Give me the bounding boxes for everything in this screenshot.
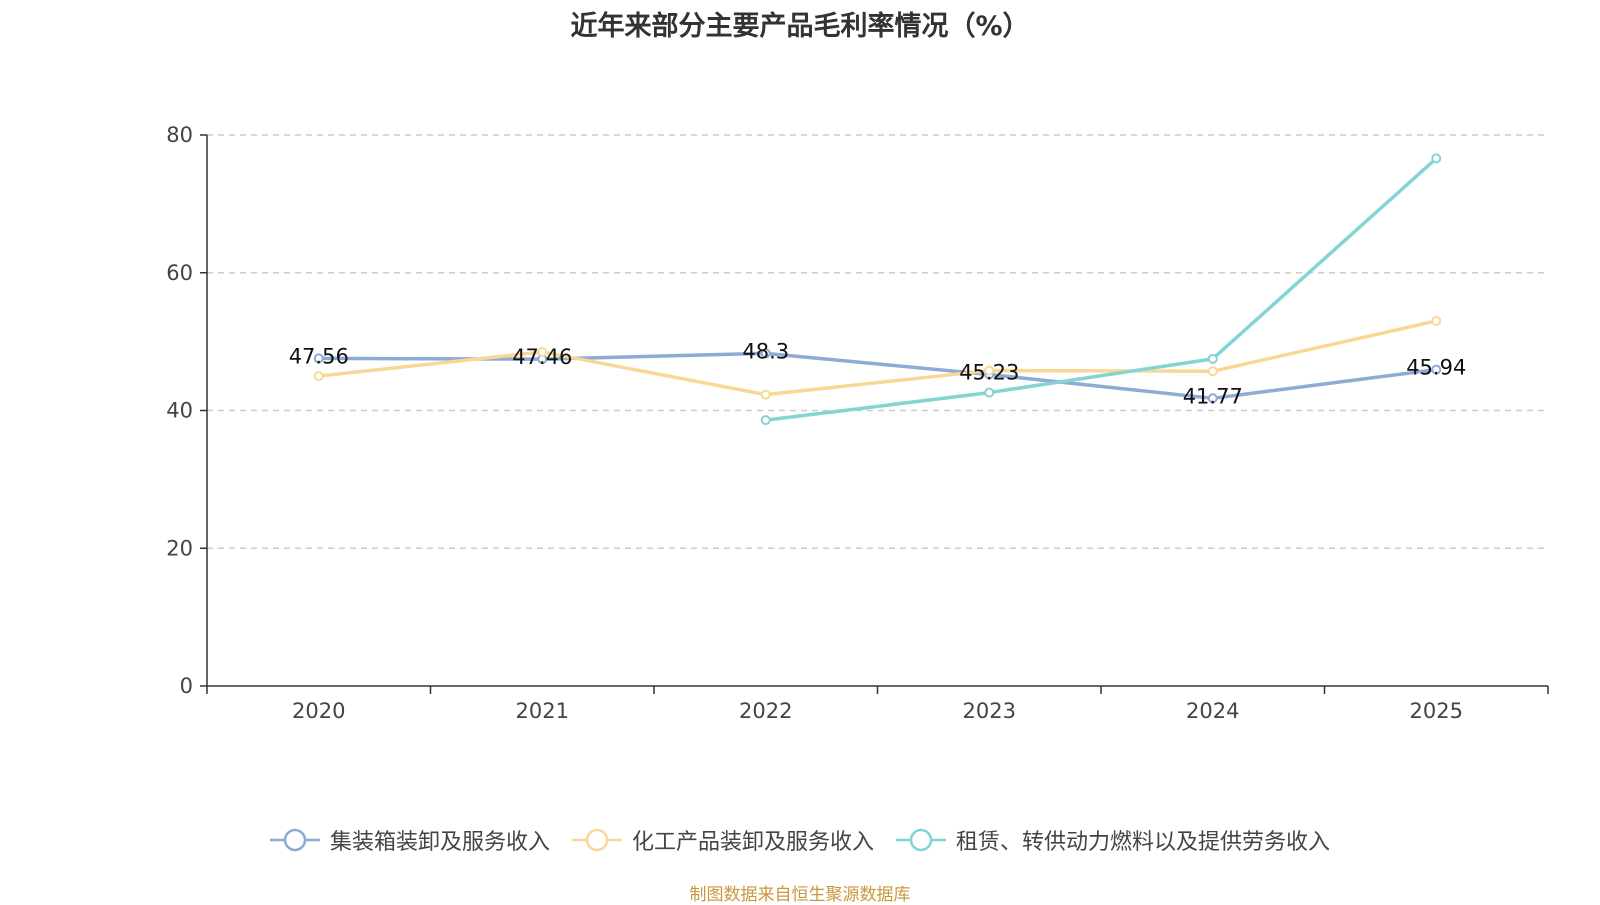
data-point <box>313 371 324 382</box>
chart-title: 近年来部分主要产品毛利率情况（%） <box>570 11 1030 42</box>
data-point <box>760 415 771 426</box>
x-tick-label: 2024 <box>1186 699 1239 723</box>
legend-item[interactable]: 租赁、转供动力燃料以及提供劳务收入 <box>896 824 1330 856</box>
data-point <box>1431 153 1442 164</box>
legend: 集装箱装卸及服务收入 化工产品装卸及服务收入 租赁、转供动力燃料以及提供劳务收入 <box>0 824 1600 856</box>
data-point <box>760 348 771 359</box>
data-label: 45.23 <box>959 360 1019 384</box>
series-line-2 <box>318 319 1437 397</box>
y-tick-label: 20 <box>166 536 193 560</box>
series-line-1 <box>318 351 1437 401</box>
legend-marker-icon <box>269 828 320 852</box>
legend-circle <box>585 828 609 852</box>
data-label: 45.94 <box>1406 356 1466 380</box>
data-label: 41.77 <box>1183 384 1243 408</box>
data-point <box>313 353 324 364</box>
data-label: 48.3 <box>742 339 789 363</box>
x-tick-label: 2023 <box>963 699 1016 723</box>
data-point <box>984 387 995 398</box>
x-tick-label: 2021 <box>516 699 569 723</box>
x-tick-label: 2020 <box>292 699 345 723</box>
legend-item[interactable]: 化工产品装卸及服务收入 <box>571 824 874 856</box>
x-tick-label: 2025 <box>1410 699 1463 723</box>
legend-circle <box>283 828 307 852</box>
y-tick-label: 0 <box>180 674 193 698</box>
data-point <box>1207 393 1218 404</box>
data-point <box>1431 315 1442 326</box>
data-label: 47.56 <box>289 344 349 368</box>
data-point <box>537 346 548 357</box>
legend-item[interactable]: 集装箱装卸及服务收入 <box>269 824 550 856</box>
data-point <box>1207 353 1218 364</box>
data-point <box>984 365 995 376</box>
y-tick-label: 60 <box>166 261 193 285</box>
data-point <box>1431 364 1442 375</box>
y-tick-label: 40 <box>166 399 193 423</box>
legend-circle <box>909 828 933 852</box>
legend-marker-icon <box>571 828 622 852</box>
legend-label: 集装箱装卸及服务收入 <box>329 830 550 855</box>
x-tick-label: 2022 <box>739 699 792 723</box>
source-note: 制图数据来自恒生聚源数据库 <box>689 885 911 905</box>
legend-label: 租赁、转供动力燃料以及提供劳务收入 <box>956 830 1331 855</box>
y-tick-label: 80 <box>166 123 193 147</box>
data-point <box>1207 366 1218 377</box>
legend-label: 化工产品装卸及服务收入 <box>631 830 874 855</box>
legend-marker-icon <box>896 828 946 852</box>
data-label: 47.46 <box>512 345 572 369</box>
series-line-3 <box>765 157 1438 422</box>
data-point <box>760 389 771 400</box>
